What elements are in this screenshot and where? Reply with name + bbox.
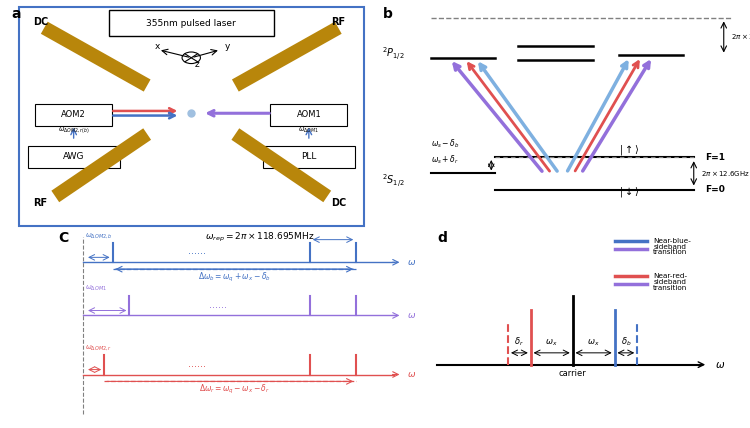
Text: DC: DC [33,18,49,27]
Text: AOM2: AOM2 [62,110,86,119]
Text: $\delta_r$: $\delta_r$ [514,336,524,348]
Text: carrier: carrier [559,369,586,378]
Text: $\delta_b$: $\delta_b$ [620,336,632,348]
Text: ......: ...... [188,359,206,369]
Text: transition: transition [653,250,688,256]
Text: C: C [58,231,68,245]
Text: PLL: PLL [302,152,316,161]
Text: $\omega_s+\delta_r$: $\omega_s+\delta_r$ [431,154,459,166]
Text: AWG: AWG [63,152,85,161]
Text: ......: ...... [209,300,226,309]
Text: sideband: sideband [653,279,686,285]
Text: Near-blue-: Near-blue- [653,238,692,244]
Text: $\omega_{\Delta OM1}$: $\omega_{\Delta OM1}$ [86,284,107,293]
Text: $\omega$: $\omega$ [406,311,416,320]
Text: x: x [154,42,160,51]
Text: z: z [195,60,200,69]
Text: $\omega_{\Delta OM2,b}$: $\omega_{\Delta OM2,b}$ [86,231,113,240]
Text: AOM1: AOM1 [296,110,321,119]
FancyBboxPatch shape [35,104,112,126]
Text: $|\uparrow\rangle$: $|\uparrow\rangle$ [619,143,639,157]
Text: y: y [224,42,230,51]
Text: $\omega$: $\omega$ [406,370,416,379]
FancyBboxPatch shape [28,146,119,168]
Text: $\omega$: $\omega$ [406,258,416,267]
Text: $2\pi\times12.6$GHz: $2\pi\times12.6$GHz [701,169,750,178]
Text: $2\pi\times33$THz: $2\pi\times33$THz [731,33,750,42]
Text: $|\downarrow\rangle$: $|\downarrow\rangle$ [619,184,639,199]
FancyBboxPatch shape [270,104,347,126]
Text: $\omega_{\Delta OM2,r}$: $\omega_{\Delta OM2,r}$ [86,343,112,352]
Text: $\Delta\omega_r=\omega_q-\omega_x-\delta_r$: $\Delta\omega_r=\omega_q-\omega_x-\delta… [199,383,270,396]
FancyBboxPatch shape [109,10,274,36]
Text: $\omega_s-\delta_b$: $\omega_s-\delta_b$ [431,138,460,150]
Text: $\omega_{\Delta OM1}$: $\omega_{\Delta OM1}$ [298,126,320,135]
Text: transition: transition [653,285,688,291]
Text: F=1: F=1 [705,153,725,162]
Text: $\omega$: $\omega$ [715,360,724,370]
Text: 355nm pulsed laser: 355nm pulsed laser [146,18,236,28]
Text: a: a [11,7,21,21]
Text: $\Delta\omega_b=\omega_q+\omega_x-\delta_b$: $\Delta\omega_b=\omega_q+\omega_x-\delta… [198,270,271,283]
FancyBboxPatch shape [263,146,355,168]
Text: d: d [437,231,447,245]
Text: RF: RF [33,198,47,208]
Text: $\omega_x$: $\omega_x$ [587,338,600,348]
Text: ......: ...... [188,247,206,256]
Text: $^2P_{1/2}$: $^2P_{1/2}$ [382,45,405,62]
Text: sideband: sideband [653,244,686,250]
Text: F=0: F=0 [705,185,724,194]
Text: DC: DC [331,198,346,208]
Text: b: b [382,7,392,21]
Text: Near-red-: Near-red- [653,273,687,279]
Text: $^2S_{1/2}$: $^2S_{1/2}$ [382,172,405,189]
Text: $\omega_{rep}=2\pi\times118.695$MHz: $\omega_{rep}=2\pi\times118.695$MHz [205,231,314,244]
Text: $\omega_{\Delta OM2,r(b)}$: $\omega_{\Delta OM2,r(b)}$ [58,125,89,135]
Text: RF: RF [331,18,345,27]
Text: $\omega_x$: $\omega_x$ [545,338,558,348]
